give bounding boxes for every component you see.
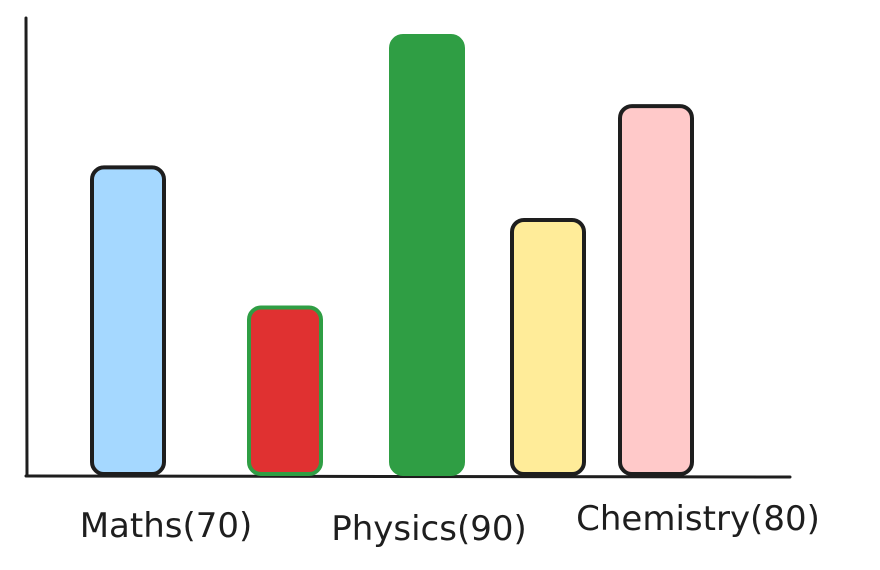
bar-4	[618, 104, 694, 477]
bar-0	[90, 165, 166, 476]
category-label-0: Maths(70)	[80, 506, 253, 546]
category-label-4: Chemistry(80)	[576, 499, 820, 539]
bar-1	[247, 305, 323, 476]
y-axis	[24, 16, 29, 478]
category-label-2: Physics(90)	[331, 509, 527, 549]
bar-3	[510, 217, 586, 476]
bar-2	[389, 34, 465, 476]
x-axis	[24, 474, 792, 479]
